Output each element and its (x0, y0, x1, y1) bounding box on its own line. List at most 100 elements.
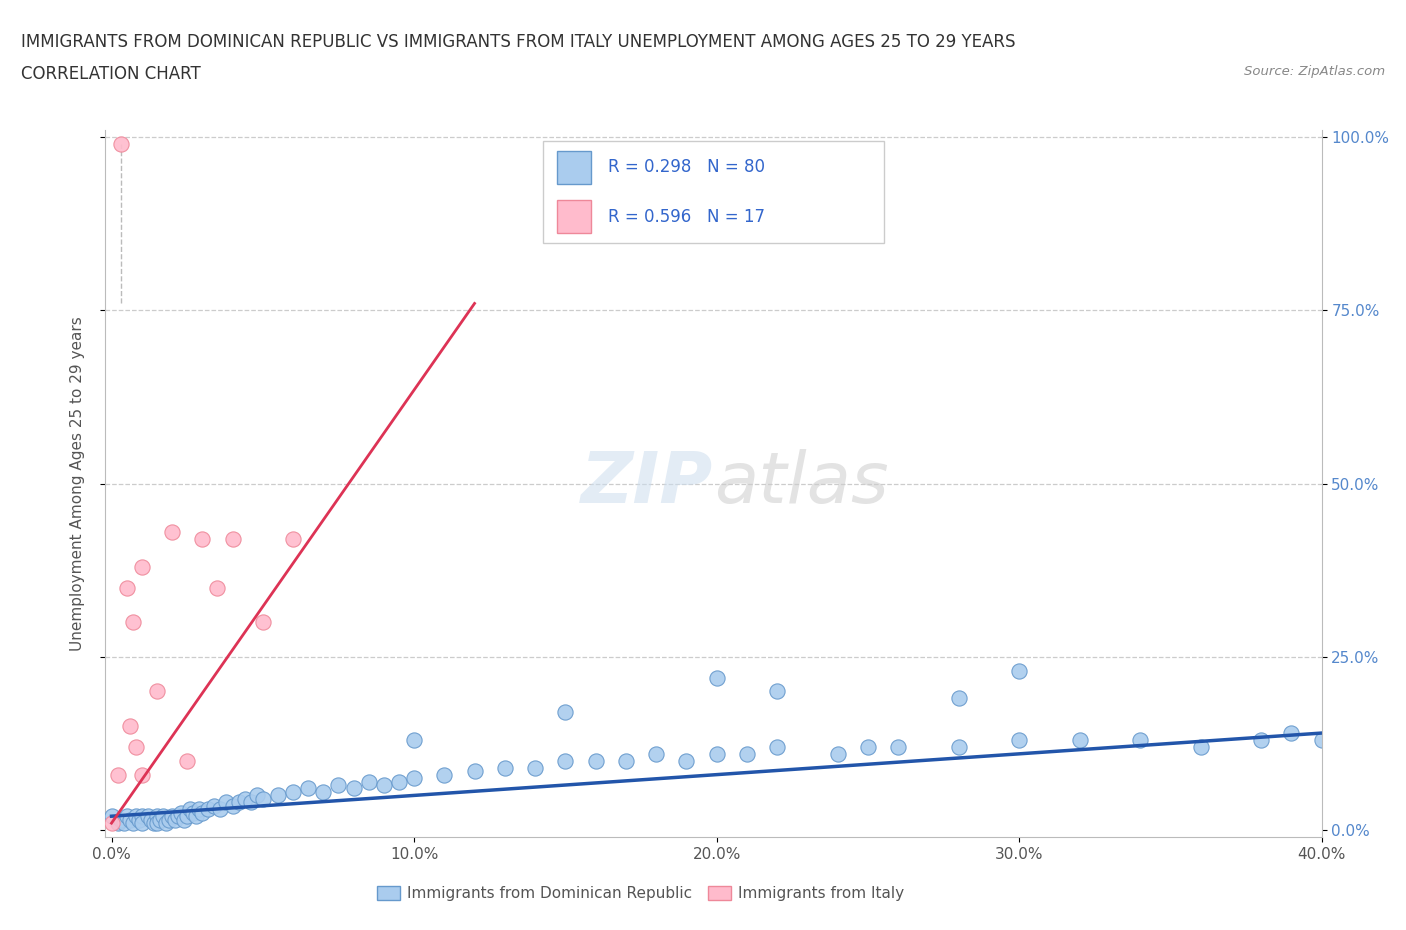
Point (267, 788, 290, 803)
Point (252, 615, 274, 630)
Point (125, 809, 148, 824)
Legend: Immigrants from Dominican Republic, Immigrants from Italy: Immigrants from Dominican Republic, Immi… (371, 880, 911, 907)
Point (152, 809, 174, 824)
Point (167, 809, 190, 824)
Point (402, 771, 425, 786)
Point (121, 816, 143, 830)
Text: ZIP: ZIP (581, 449, 713, 518)
Text: IMMIGRANTS FROM DOMINICAN REPUBLIC VS IMMIGRANTS FROM ITALY UNEMPLOYMENT AMONG A: IMMIGRANTS FROM DOMINICAN REPUBLIC VS IM… (21, 33, 1015, 50)
Point (312, 785, 335, 800)
Point (297, 781, 319, 796)
Text: atlas: atlas (713, 449, 889, 518)
Point (494, 760, 516, 775)
Point (188, 802, 211, 817)
Point (176, 809, 198, 824)
Point (197, 802, 219, 817)
Point (110, 812, 132, 827)
Point (328, 777, 350, 792)
Point (706, 671, 728, 685)
Point (125, 739, 148, 754)
Point (281, 532, 304, 547)
Point (357, 774, 380, 789)
Point (160, 525, 183, 539)
Point (131, 767, 153, 782)
Point (207, 580, 229, 595)
Point (202, 798, 225, 813)
Point (107, 767, 129, 782)
Point (373, 777, 395, 792)
Point (131, 809, 153, 824)
Point (645, 747, 668, 762)
Point (128, 812, 150, 827)
Point (948, 691, 970, 706)
Point (342, 781, 364, 796)
Point (191, 805, 214, 820)
Point (146, 809, 169, 824)
Point (176, 753, 198, 768)
Point (246, 788, 269, 803)
Point (191, 532, 214, 547)
Point (146, 816, 169, 830)
Point (281, 785, 304, 800)
Point (524, 760, 547, 775)
Point (179, 802, 201, 817)
Point (766, 684, 789, 699)
Point (100, 809, 122, 824)
Text: CORRELATION CHART: CORRELATION CHART (21, 65, 201, 83)
Point (1129, 733, 1152, 748)
Point (675, 753, 697, 768)
Point (139, 812, 162, 827)
Point (706, 747, 728, 762)
Point (131, 816, 153, 830)
Point (1189, 739, 1212, 754)
Point (1008, 733, 1031, 748)
Point (1069, 733, 1091, 748)
Point (160, 809, 183, 824)
Point (766, 739, 789, 754)
Point (239, 795, 262, 810)
Point (1250, 733, 1272, 748)
Point (228, 795, 250, 810)
Point (112, 816, 135, 830)
Point (856, 739, 879, 754)
Point (887, 739, 910, 754)
Point (157, 812, 180, 827)
Point (948, 739, 970, 754)
Y-axis label: Unemployment Among Ages 25 to 29 years: Unemployment Among Ages 25 to 29 years (70, 316, 84, 651)
Point (100, 816, 122, 830)
Point (1310, 733, 1333, 748)
Point (136, 809, 159, 824)
Point (121, 615, 143, 630)
Point (827, 747, 849, 762)
Point (402, 733, 425, 748)
Point (173, 812, 195, 827)
Point (585, 753, 607, 768)
Point (181, 805, 204, 820)
Point (215, 795, 238, 810)
Point (233, 791, 256, 806)
Point (149, 812, 172, 827)
Point (115, 580, 138, 595)
Point (115, 809, 138, 824)
Point (221, 798, 243, 813)
Point (163, 812, 186, 827)
Point (118, 719, 141, 734)
Point (735, 747, 758, 762)
Point (118, 812, 141, 827)
Point (146, 684, 169, 699)
Point (186, 809, 208, 824)
Point (554, 705, 576, 720)
Point (107, 816, 129, 830)
Point (110, 137, 132, 152)
Point (155, 816, 177, 830)
Point (142, 816, 165, 830)
Point (464, 764, 486, 778)
Point (252, 791, 274, 806)
Point (554, 753, 576, 768)
Point (221, 532, 243, 547)
Point (209, 802, 232, 817)
Point (1279, 725, 1302, 740)
Point (1008, 663, 1031, 678)
Text: Source: ZipAtlas.com: Source: ZipAtlas.com (1244, 65, 1385, 78)
Point (614, 753, 637, 768)
